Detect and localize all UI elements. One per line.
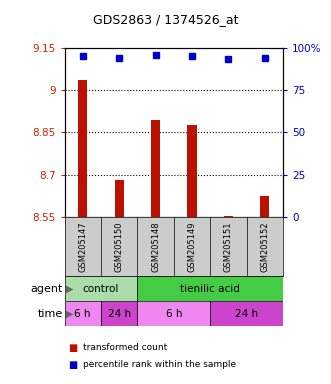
Text: GDS2863 / 1374526_at: GDS2863 / 1374526_at bbox=[93, 13, 238, 26]
Text: GSM205152: GSM205152 bbox=[260, 222, 269, 272]
Text: GSM205151: GSM205151 bbox=[224, 222, 233, 272]
Bar bbox=[115, 180, 124, 217]
Text: percentile rank within the sample: percentile rank within the sample bbox=[83, 360, 236, 369]
Text: tienilic acid: tienilic acid bbox=[180, 284, 240, 294]
Bar bbox=[210, 301, 283, 326]
Text: GSM205150: GSM205150 bbox=[115, 222, 124, 272]
Text: 24 h: 24 h bbox=[235, 309, 258, 319]
Bar bbox=[101, 301, 137, 326]
Text: ▶: ▶ bbox=[66, 284, 74, 294]
Bar bbox=[78, 80, 87, 217]
Bar bbox=[260, 196, 269, 217]
Text: ■: ■ bbox=[68, 343, 77, 353]
Text: 6 h: 6 h bbox=[166, 309, 182, 319]
Text: GSM205148: GSM205148 bbox=[151, 222, 160, 272]
Bar bbox=[137, 301, 210, 326]
Text: GSM205147: GSM205147 bbox=[78, 222, 87, 272]
Text: control: control bbox=[83, 284, 119, 294]
Text: time: time bbox=[38, 309, 63, 319]
Text: ▶: ▶ bbox=[66, 309, 74, 319]
Bar bbox=[151, 120, 160, 217]
Text: 24 h: 24 h bbox=[108, 309, 131, 319]
Text: ■: ■ bbox=[68, 360, 77, 370]
Bar bbox=[65, 301, 101, 326]
Text: agent: agent bbox=[30, 284, 63, 294]
Text: GSM205149: GSM205149 bbox=[187, 222, 197, 272]
Text: transformed count: transformed count bbox=[83, 343, 167, 352]
Bar bbox=[65, 276, 137, 301]
Bar bbox=[137, 276, 283, 301]
Bar bbox=[187, 126, 197, 217]
Text: 6 h: 6 h bbox=[74, 309, 91, 319]
Bar bbox=[224, 215, 233, 217]
